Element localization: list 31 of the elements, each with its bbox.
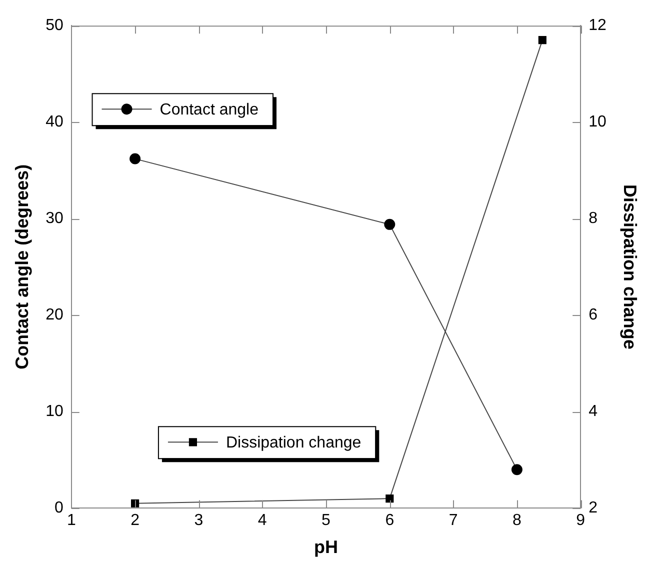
x-tick-label: 2 [130,512,140,530]
x-axis-title: pH [314,537,338,558]
y2-tick-label: 6 [588,306,598,324]
y-tick-label: 40 [46,114,64,131]
y2-tick-label: 4 [588,403,598,420]
legend-label: Dissipation change [226,434,362,452]
point [511,464,522,476]
point [130,153,141,164]
y-tick-label: 0 [54,500,64,517]
x-tick-label: 8 [512,512,522,530]
y-tick-label: 50 [46,17,64,34]
x-tick-label: 4 [258,512,267,530]
y-tick-label: 10 [46,403,64,420]
x-tick-label: 5 [322,512,331,530]
x-tick-label: 3 [194,512,204,530]
y2-tick-label: 10 [588,114,606,131]
y-tick-label: 30 [46,210,64,228]
y2-tick-label: 2 [588,500,598,517]
point [384,218,396,230]
x-tick-label: 6 [385,512,394,530]
x-tick-label: 1 [66,512,76,530]
y-tick-label: 20 [46,306,64,324]
point [386,494,394,503]
y2-tick-label: 8 [588,210,598,228]
point [538,36,546,44]
y2-axis-title: Dissipation change [620,184,640,350]
y-axis-title: Contact angle (degrees) [12,164,32,370]
y2-tick-label: 12 [588,17,606,34]
x-tick-label: 7 [448,512,458,530]
legend-label: Contact angle [160,102,259,119]
x-tick-label: 9 [576,512,586,530]
